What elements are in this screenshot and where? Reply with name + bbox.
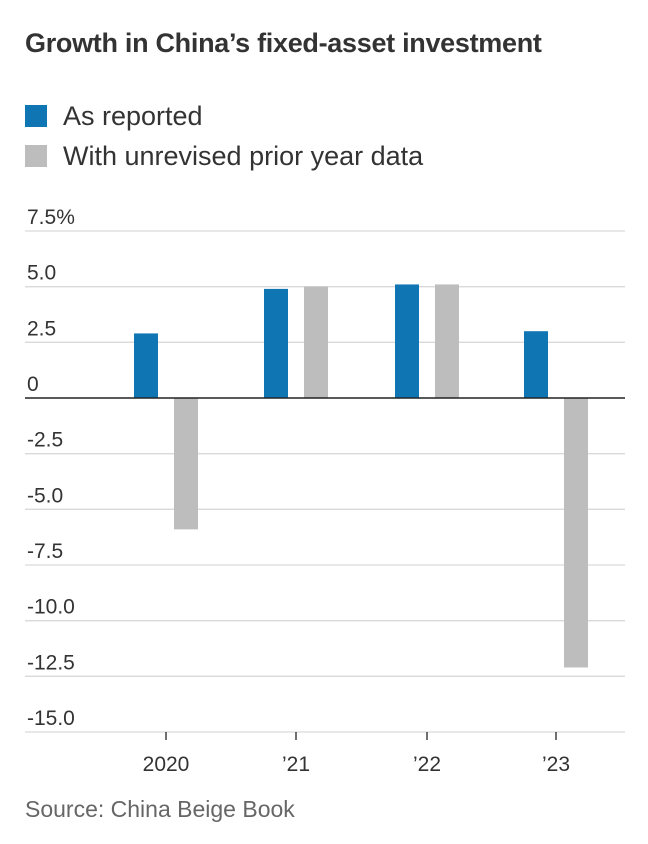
legend-item-reported: As reported xyxy=(25,96,423,136)
bar-unrevised xyxy=(174,398,198,530)
bar-chart: 7.5% 5.0 2.5 0 -2.5 -5.0 -7.5 -10.0 -12.5 -15.0 20… xyxy=(25,206,625,776)
x-tick-label: ’21 xyxy=(282,753,310,776)
y-tick-label: -15.0 xyxy=(27,707,75,730)
legend-item-unrevised: With unrevised prior year data xyxy=(25,136,423,176)
x-tick-label: ’23 xyxy=(542,753,570,776)
x-tick-label: ’22 xyxy=(413,753,441,776)
y-tick-label: -10.0 xyxy=(27,596,75,619)
bar-unrevised xyxy=(435,284,459,398)
y-tick-label: -2.5 xyxy=(27,429,63,452)
legend: As reported With unrevised prior year da… xyxy=(25,96,423,176)
chart-title: Growth in China’s fixed-asset investment xyxy=(25,28,542,58)
bar-reported xyxy=(395,284,419,398)
y-tick-label: 5.0 xyxy=(27,262,56,285)
y-tick-label: -12.5 xyxy=(27,651,75,674)
y-tick-label: -7.5 xyxy=(27,540,63,563)
x-tick-label: 2020 xyxy=(143,753,190,776)
legend-swatch-reported xyxy=(25,105,47,127)
y-tick-label: 0 xyxy=(27,373,39,396)
legend-label-unrevised: With unrevised prior year data xyxy=(63,140,424,171)
y-tick-label: 2.5 xyxy=(27,317,56,340)
bar-unrevised xyxy=(564,398,588,668)
bar-reported xyxy=(524,331,548,398)
y-tick-label: 7.5% xyxy=(27,206,75,229)
bar-reported xyxy=(134,333,158,398)
bar-reported xyxy=(264,288,288,398)
legend-label-reported: As reported xyxy=(63,100,203,131)
y-tick-label: -5.0 xyxy=(27,484,63,507)
bar-unrevised xyxy=(304,286,328,398)
source-note: Source: China Beige Book xyxy=(25,796,295,822)
legend-swatch-unrevised xyxy=(25,145,47,167)
